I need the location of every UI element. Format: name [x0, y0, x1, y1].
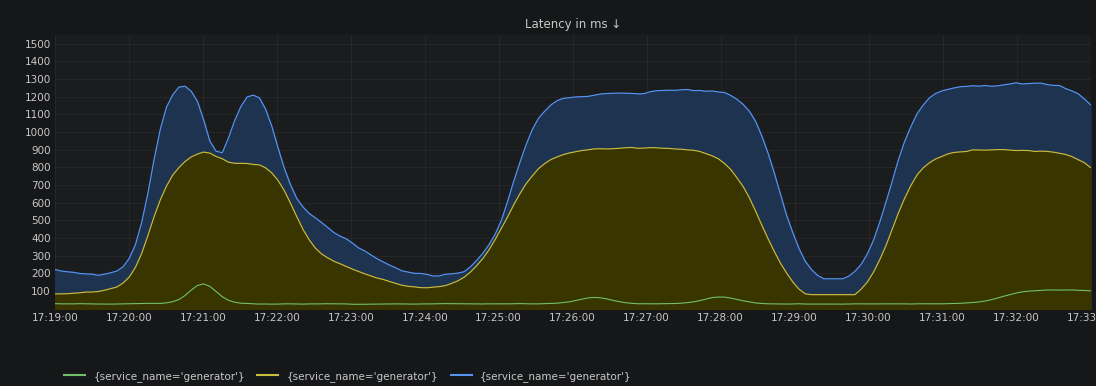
Legend: {service_name='generator'}, {service_name='generator'}, {service_name='generator: {service_name='generator'}, {service_nam… — [60, 367, 636, 386]
Title: Latency in ms ↓: Latency in ms ↓ — [525, 18, 620, 31]
